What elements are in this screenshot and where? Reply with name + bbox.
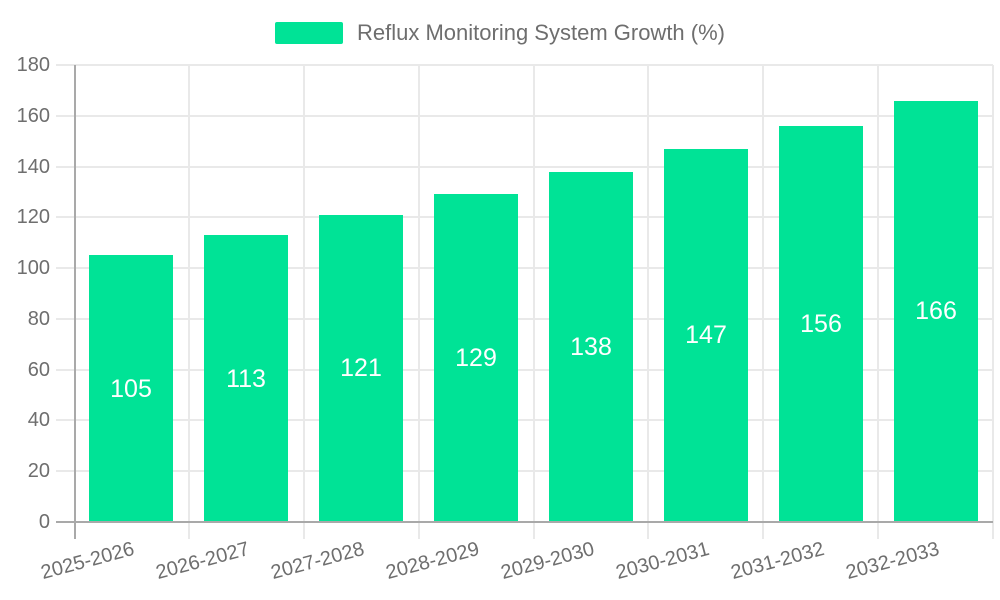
y-gridline (56, 114, 993, 117)
x-axis-line (56, 521, 993, 523)
bar-value-label: 129 (455, 344, 497, 372)
bar-2031-2032[interactable] (779, 126, 863, 522)
plot-area: 0 20 40 60 80 100 120 140 160 180 105 2025-2026 113 2… (17, 54, 994, 584)
y-gridline (56, 267, 993, 270)
bar-value-label: 138 (570, 333, 612, 361)
x-gridline (877, 65, 879, 539)
y-axis-label: 20 (27, 460, 50, 483)
bar-value-label: 121 (340, 354, 382, 382)
bar-2025-2026[interactable] (89, 255, 173, 522)
y-gridline (56, 368, 993, 371)
x-gridline (533, 65, 535, 539)
bar-value-label: 156 (800, 310, 842, 338)
y-gridline (56, 165, 993, 168)
y-gridline (56, 470, 993, 473)
y-axis-label: 0 (38, 511, 50, 533)
bar-value-label: 166 (915, 297, 957, 325)
bar-2028-2029[interactable] (434, 194, 518, 522)
y-axis-line (74, 65, 76, 539)
y-gridline (56, 64, 993, 66)
x-gridline (418, 65, 420, 539)
x-gridline (188, 65, 190, 539)
y-axis-label: 180 (16, 54, 50, 76)
y-axis-label: 40 (27, 409, 50, 432)
x-gridline (992, 65, 994, 539)
y-axis-label: 100 (16, 257, 50, 280)
y-axis-label: 60 (27, 358, 50, 381)
y-axis-label: 160 (16, 104, 50, 127)
bar-2032-2033[interactable] (894, 101, 978, 522)
bar-2027-2028[interactable] (319, 215, 403, 522)
bar-2030-2031[interactable] (664, 149, 748, 522)
bar-value-label: 105 (110, 375, 152, 403)
bar-2029-2030[interactable] (549, 172, 633, 522)
y-gridline (56, 317, 993, 320)
chart-legend[interactable]: Reflux Monitoring System Growth (%) (0, 20, 1000, 46)
y-axis-label: 140 (16, 155, 50, 178)
bar-2026-2027[interactable] (204, 235, 288, 522)
x-gridline (762, 65, 764, 539)
x-gridline (303, 65, 305, 539)
x-gridline (647, 65, 649, 539)
y-axis-label: 80 (27, 307, 50, 330)
y-axis-label: 120 (16, 206, 50, 229)
y-gridline (56, 419, 993, 422)
bar-value-label: 147 (685, 321, 727, 349)
legend-label: Reflux Monitoring System Growth (%) (357, 20, 725, 45)
bar-value-label: 113 (226, 365, 266, 393)
legend-swatch-icon (275, 22, 343, 44)
y-gridline (56, 216, 993, 219)
